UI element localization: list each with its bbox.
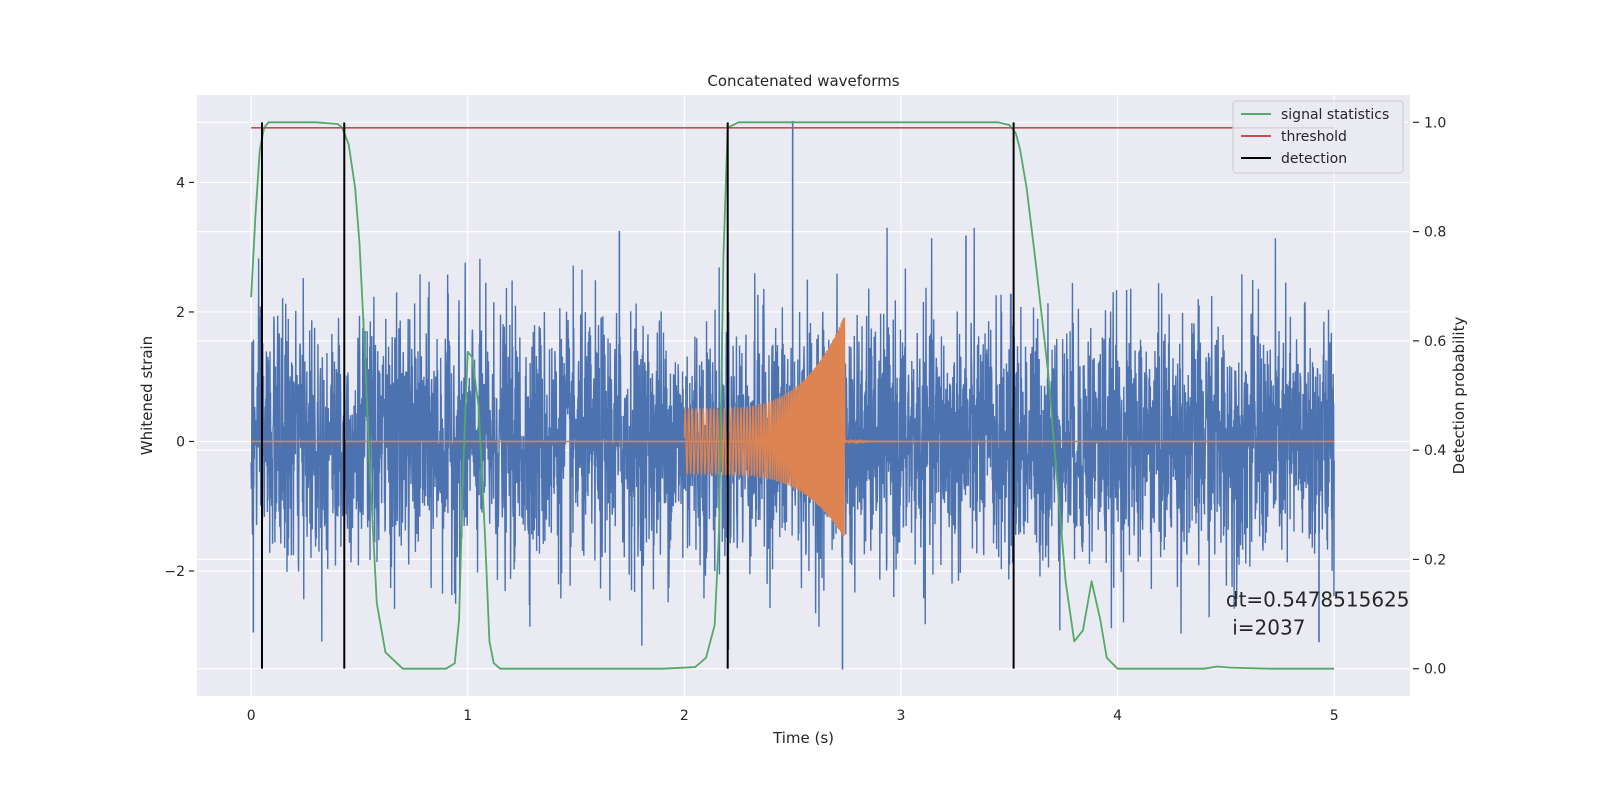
y-right-tick-label: 0.8 <box>1424 225 1446 241</box>
x-tick-label: 3 <box>897 708 906 724</box>
y-right-axis-ticks: 0.0 0.2 0.4 0.6 0.8 1.0 <box>1413 115 1446 678</box>
y-left-tick-label: 2 <box>176 305 185 321</box>
y-left-tick-label: 4 <box>176 175 185 191</box>
y-right-tick-label: 0.0 <box>1424 662 1446 678</box>
y-left-tick-label: −2 <box>164 564 185 580</box>
series-injected-waveform <box>251 317 1335 537</box>
y-left-tick-label: 0 <box>176 434 185 450</box>
x-tick-label: 5 <box>1330 708 1339 724</box>
series-detection <box>260 122 1015 669</box>
signal-statistics-line <box>250 121 1335 670</box>
y-left-axis-ticks: −2 0 2 4 <box>164 175 194 580</box>
y-right-tick-label: 0.2 <box>1424 552 1446 568</box>
y-right-tick-label: 1.0 <box>1424 115 1446 131</box>
legend-label: detection <box>1281 151 1347 167</box>
x-axis-ticks: 0 1 2 3 4 5 <box>247 708 1339 724</box>
legend-label: threshold <box>1281 129 1347 145</box>
x-axis-label: Time (s) <box>772 729 834 747</box>
chart-title: Concatenated waveforms <box>707 72 899 90</box>
y-left-axis-label: Whitened strain <box>138 336 156 455</box>
annotation-dt: dt=0.5478515625 <box>1226 588 1410 612</box>
y-right-axis-label: Detection probability <box>1450 317 1468 475</box>
y-right-tick-label: 0.6 <box>1424 334 1446 350</box>
x-tick-label: 4 <box>1113 708 1122 724</box>
chirp-trace <box>683 317 902 537</box>
x-tick-label: 0 <box>247 708 256 724</box>
series-signal-statistics <box>250 121 1335 670</box>
x-tick-label: 2 <box>680 708 689 724</box>
x-tick-label: 1 <box>463 708 472 724</box>
y-right-tick-label: 0.4 <box>1424 443 1446 459</box>
annotation-index: i=2037 <box>1226 616 1306 640</box>
legend-label: signal statistics <box>1281 107 1389 123</box>
legend-box <box>1232 100 1404 174</box>
legend: signal statistics threshold detection <box>1232 100 1404 174</box>
